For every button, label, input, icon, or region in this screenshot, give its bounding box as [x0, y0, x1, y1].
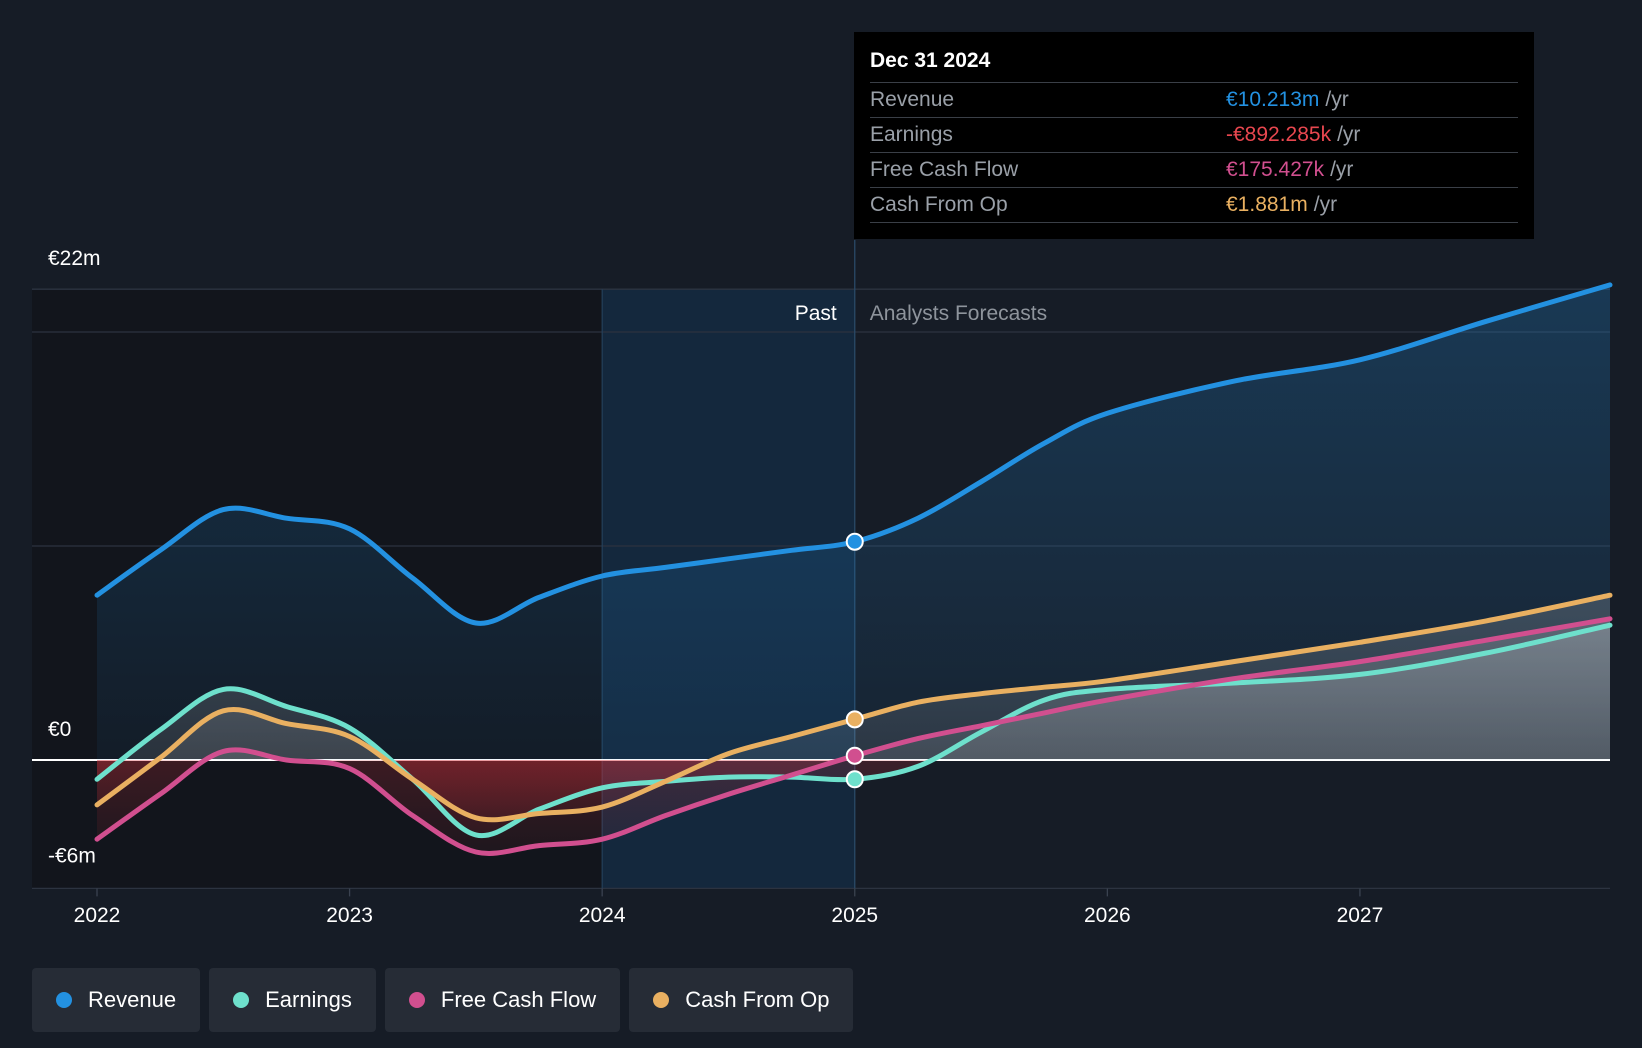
tooltip-date: Dec 31 2024	[870, 46, 1518, 83]
tooltip-value: €1.881m	[1226, 193, 1308, 216]
legend-label: Revenue	[88, 987, 177, 1012]
legend: Revenue Earnings Free Cash Flow Cash Fro…	[32, 968, 854, 1032]
tooltip-value: €10.213m	[1226, 88, 1320, 111]
cash-from-op-line	[94, 592, 1613, 823]
tooltip-label: Free Cash Flow	[870, 158, 1019, 181]
cash-from-op-marker	[845, 710, 864, 729]
revenue-line	[94, 282, 1613, 626]
tooltip-value: -€892.285k	[1226, 123, 1332, 146]
revenue-marker	[845, 532, 864, 551]
free-cash-flow-line	[94, 616, 1613, 856]
legend-label: Cash From Op	[685, 987, 830, 1012]
x-tick-label: 2027	[1337, 904, 1384, 927]
legend-item-free-cash-flow[interactable]: Free Cash Flow	[384, 968, 621, 1032]
y-tick-label: €22m	[48, 247, 101, 270]
tooltip-row-revenue: Revenue €10.213m /yr	[870, 83, 1518, 118]
tooltip-unit: /yr	[1337, 123, 1361, 146]
y-tick-label: -€6m	[48, 844, 96, 867]
legend-label: Earnings	[265, 987, 352, 1012]
legend-item-cash-from-op[interactable]: Cash From Op	[629, 968, 854, 1032]
tooltip-unit: /yr	[1325, 88, 1349, 111]
cash-from-op-area-negative	[97, 760, 1610, 820]
tooltip-row-earnings: Earnings -€892.285k /yr	[870, 118, 1518, 153]
cash-from-op-dot-icon	[653, 992, 670, 1008]
x-tick-label: 2023	[326, 904, 373, 927]
forecast-label: Analysts Forecasts	[870, 302, 1047, 325]
tooltip-label: Revenue	[870, 88, 955, 111]
tooltip-label: Earnings	[870, 123, 953, 146]
x-tick-label: 2026	[1084, 904, 1131, 927]
past-label: Past	[795, 302, 837, 325]
x-tick-label: 2024	[579, 904, 626, 927]
free-cash-flow-dot-icon	[408, 992, 425, 1008]
revenue-dot-icon	[56, 992, 72, 1008]
legend-item-earnings[interactable]: Earnings	[209, 968, 376, 1032]
tooltip-unit: /yr	[1313, 193, 1338, 216]
tooltip-row-free-cash-flow: Free Cash Flow €175.427k /yr	[870, 153, 1518, 188]
cash-from-op-area-positive	[97, 595, 1610, 760]
tooltip: Dec 31 2024 Revenue €10.213m /yr Earning…	[854, 32, 1534, 239]
tooltip-unit: /yr	[1330, 158, 1354, 181]
earnings-marker	[845, 770, 864, 789]
free-cash-flow-marker	[845, 746, 864, 765]
tooltip-row-cash-from-op: Cash From Op €1.881m /yr	[870, 188, 1518, 223]
revenue-area	[97, 284, 1610, 760]
tooltip-value: €175.427k	[1226, 158, 1325, 181]
tooltip-label: Cash From Op	[870, 193, 1008, 216]
x-tick-label: 2022	[74, 904, 121, 927]
earnings-dot-icon	[233, 992, 250, 1008]
x-tick-label: 2025	[831, 904, 878, 927]
y-tick-label: €0	[48, 718, 71, 741]
earnings-line	[94, 622, 1613, 839]
legend-item-revenue[interactable]: Revenue	[32, 968, 201, 1032]
legend-label: Free Cash Flow	[440, 987, 597, 1012]
